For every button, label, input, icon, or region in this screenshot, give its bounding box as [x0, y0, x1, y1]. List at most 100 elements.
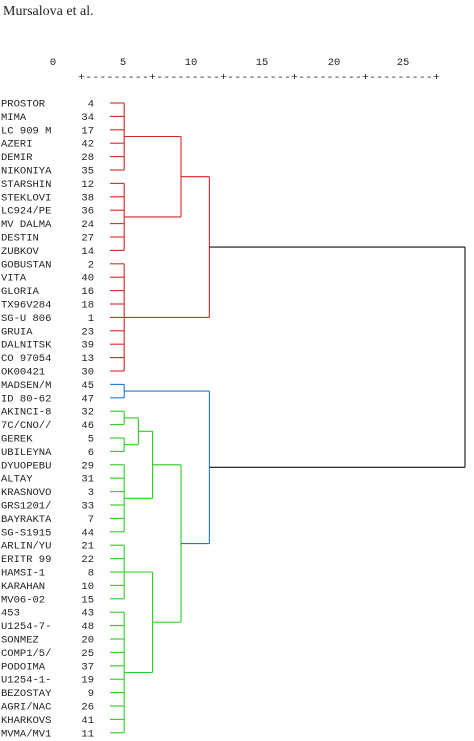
author-header: Mursalova et al. — [3, 4, 94, 19]
leaf-name: UBILEYNA — [1, 447, 52, 459]
leaf-name: GLORIA — [1, 286, 40, 298]
leaf-name: SG-S1915 — [1, 527, 51, 539]
leaf-id: 11 — [81, 728, 94, 740]
leaf-name: DYUOPEBU — [1, 460, 51, 472]
leaf-id: 13 — [81, 353, 94, 365]
leaf-id: 3 — [88, 487, 94, 499]
leaf-id: 36 — [81, 206, 94, 218]
leaf-id: 4 — [88, 99, 94, 111]
leaf-name: 7C/CNO// — [1, 420, 51, 432]
leaf-id: 14 — [81, 246, 94, 258]
leaf-id: 1 — [88, 313, 94, 325]
leaf-name: 453 — [1, 608, 20, 620]
leaf-name: DEMIR — [1, 152, 33, 164]
leaf-id: 32 — [81, 407, 94, 419]
leaf-id: 8 — [88, 568, 94, 580]
leaf-id: 23 — [81, 326, 94, 338]
leaf-id: 44 — [81, 527, 94, 539]
leaf-name: CO 97054 — [1, 353, 51, 365]
leaf-name: ZUBKOV — [1, 246, 40, 258]
leaf-name: AGRI/NAC — [1, 702, 51, 714]
leaf-name: U1254-1- — [1, 675, 51, 687]
leaf-name: MV06-02 — [1, 594, 45, 606]
leaf-name: NIKONIYA — [1, 166, 52, 178]
leaf-id: 17 — [81, 125, 94, 137]
leaf-id: 37 — [81, 661, 94, 673]
leaf-id: 5 — [88, 434, 94, 446]
leaf-id: 41 — [81, 715, 94, 727]
leaf-id: 10 — [81, 581, 94, 593]
leaf-id: 22 — [81, 554, 94, 566]
leaf-name: SONMEZ — [1, 635, 39, 647]
leaf-name: GOBUSTAN — [1, 259, 51, 271]
leaf-id: 24 — [81, 219, 94, 231]
leaf-name: SG-U 806 — [1, 313, 51, 325]
leaf-name: OK00421 — [1, 367, 45, 379]
leaf-name: AZERI — [1, 139, 33, 151]
leaf-id: 20 — [81, 635, 94, 647]
leaf-name: BEZOSTAY — [1, 688, 52, 700]
leaf-name: STEKLOVI — [1, 192, 51, 204]
leaf-name: VITA — [1, 273, 27, 285]
scale-tick-label: 0 — [50, 57, 56, 69]
leaf-id: 15 — [81, 594, 94, 606]
scale-tick-labels: 0 5 10 15 20 25 — [50, 57, 409, 69]
leaf-name: GEREK — [1, 434, 33, 446]
leaf-name: HAMSI-1 — [1, 568, 45, 580]
scale-tick-label: 15 — [256, 57, 269, 69]
leaf-id: 29 — [81, 460, 94, 472]
leaf-name: KARAHAN — [1, 581, 45, 593]
leaf-id: 28 — [81, 152, 94, 164]
leaf-name: MV DALMA — [1, 219, 52, 231]
leaf-name: AKINCI-8 — [1, 407, 51, 419]
leaf-name: KHARKOVS — [1, 715, 51, 727]
leaf-name: ERITR 99 — [1, 554, 51, 566]
leaf-id: 35 — [81, 166, 94, 178]
leaf-id: 12 — [81, 179, 94, 191]
leaf-name: ARLIN/YU — [1, 541, 51, 553]
scale-tick-label: 10 — [185, 57, 198, 69]
leaf-id: 19 — [81, 675, 94, 687]
leaf-id: 39 — [81, 340, 94, 352]
leaf-id: 34 — [81, 112, 94, 124]
scale-tick-label: 5 — [120, 57, 126, 69]
leaf-name: PODOIMA — [1, 661, 46, 673]
leaf-name: GRUIA — [1, 326, 33, 338]
leaf-id: 31 — [81, 474, 94, 486]
scale-tick-label: 20 — [328, 57, 341, 69]
leaf-name: BAYRAKTA — [1, 514, 52, 526]
leaf-id: 48 — [81, 621, 94, 633]
leaf-name: MADSEN/M — [1, 380, 51, 392]
leaf-name: TX96V284 — [1, 300, 51, 312]
leaf-name: DESTIN — [1, 233, 39, 245]
leaf-name: LC 909 M — [1, 125, 51, 137]
leaf-id: 47 — [81, 393, 94, 405]
leaf-name: U1254-7- — [1, 621, 51, 633]
leaf-id: 25 — [81, 648, 94, 660]
leaf-name: GRS1201/ — [1, 501, 51, 513]
leaf-name: LC924/PE — [1, 206, 51, 218]
leaf-id: 45 — [81, 380, 94, 392]
leaf-id: 9 — [88, 688, 94, 700]
leaf-id: 26 — [81, 702, 94, 714]
leaf-id: 33 — [81, 501, 94, 513]
leaf-id: 43 — [81, 608, 94, 620]
leaf-id: 21 — [81, 541, 94, 553]
leaf-id: 46 — [81, 420, 94, 432]
leaf-name: MVMA/MV1 — [1, 728, 51, 740]
cluster-links — [110, 102, 466, 734]
leaf-id: 6 — [88, 447, 94, 459]
leaf-id: 2 — [88, 259, 94, 271]
leaf-name: ALTAY — [1, 474, 33, 486]
leaf-id: 7 — [88, 514, 94, 526]
leaf-id: 16 — [81, 286, 94, 298]
leaf-name: STARSHIN — [1, 179, 51, 191]
leaf-name: PROSTOR — [1, 99, 46, 111]
scale-ruler: +---------+---------+---------+---------… — [78, 72, 440, 84]
leaf-name: MIMA — [1, 112, 27, 124]
leaf-name: ID 80-62 — [1, 393, 51, 405]
scale-tick-label: 25 — [397, 57, 410, 69]
leaf-id: 42 — [81, 139, 94, 151]
